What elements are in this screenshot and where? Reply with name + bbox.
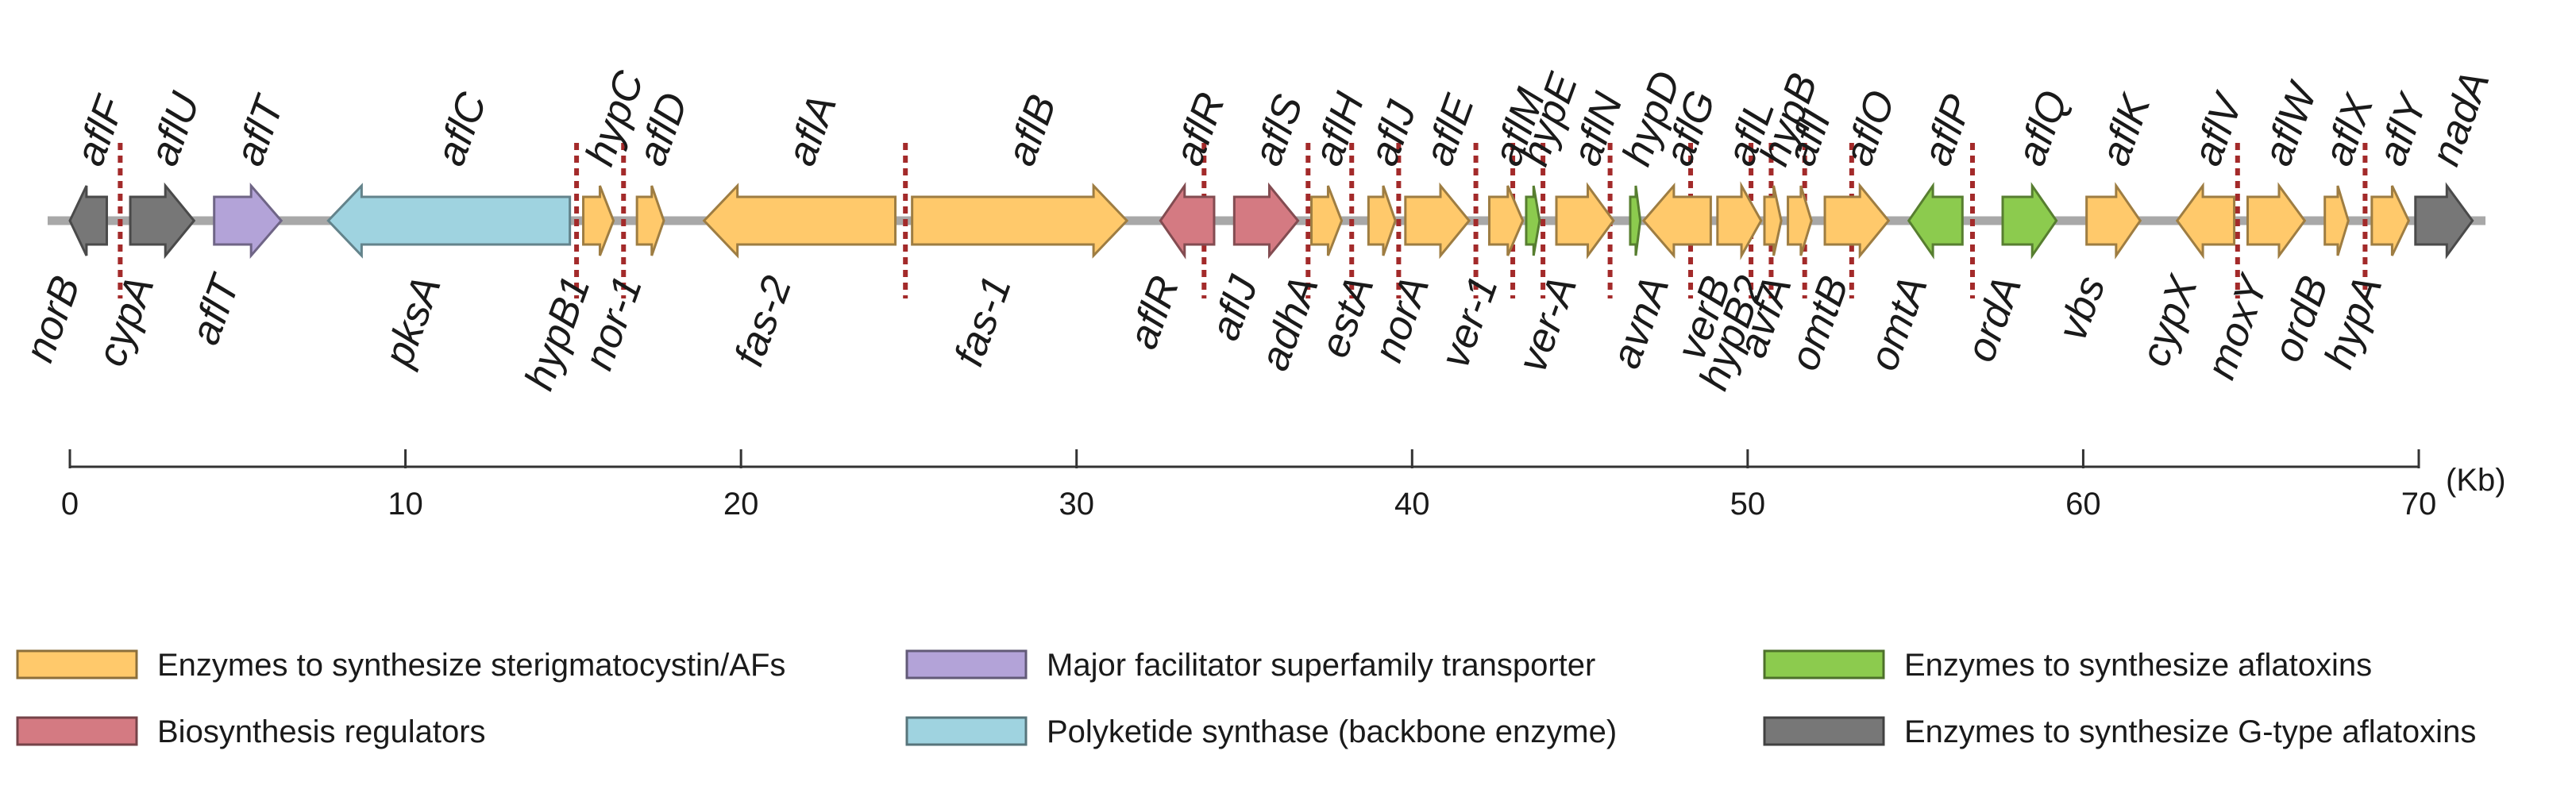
gene-arrow-22 [1907, 182, 1964, 260]
gene-label-top: aflB [998, 89, 1066, 171]
axis-tick-label: 60 [2065, 487, 2101, 522]
legend-swatch-purple [905, 649, 1028, 680]
gene-label-bottom: fas-2 [726, 270, 800, 372]
gene-label-top: aflK [2092, 87, 2160, 171]
gene-arrow-18 [1716, 181, 1763, 260]
axis-tick-label: 30 [1059, 487, 1094, 522]
axis-tick-label: 20 [723, 487, 759, 522]
gene-arrow-20 [1787, 185, 1813, 256]
axis-tick-label: 40 [1394, 487, 1430, 522]
gene-label-top: aflC [427, 87, 496, 171]
gene-arrow-23 [2001, 182, 2058, 260]
gene-arrow-2 [213, 182, 283, 260]
legend-label: Enzymes to synthesize sterigmatocystin/A… [157, 648, 785, 683]
gene-label-bottom: vbs [2050, 270, 2115, 346]
gene-label-top: aflS [1244, 89, 1312, 171]
axis-unit-label: (Kb) [2446, 463, 2506, 498]
gene-label-top: aflH [1305, 87, 1373, 171]
gene-label-bottom: pksA [375, 270, 450, 373]
gene-label-top: aflT [226, 89, 294, 171]
gene-arrow-9 [1232, 182, 1300, 260]
legend-label: Enzymes to synthesize G-type aflatoxins [1904, 714, 2476, 749]
gene-label-bottom: avnA [1602, 270, 1678, 374]
gene-arrow-19 [1763, 185, 1783, 256]
gene-label-bottom: cypA [88, 270, 163, 372]
gene-label-bottom: aflT [182, 268, 249, 350]
axis-tick-label: 50 [1730, 487, 1766, 522]
legend-swatch-orange [16, 649, 138, 680]
gene-arrow-8 [1159, 182, 1216, 260]
gene-label-bottom: fas-1 [946, 270, 1020, 372]
gene-label-top: aflU [141, 87, 209, 171]
gene-arrow-14 [1525, 185, 1541, 256]
gene-arrow-21 [1823, 182, 1891, 260]
gene-label-top: aflV [2184, 86, 2253, 171]
gene-arrow-16 [1629, 185, 1642, 256]
gene-arrow-6 [702, 183, 897, 259]
gene-arrow-1 [129, 182, 196, 260]
axis-tick-label: 10 [388, 487, 423, 522]
gene-label-top: aflO [1835, 85, 1904, 171]
gene-arrow-7 [911, 183, 1129, 259]
legend-swatch-red [16, 716, 138, 746]
gene-label-top: aflX [2315, 87, 2383, 171]
gene-label-bottom: cypX [2132, 268, 2208, 372]
gene-arrow-4 [582, 185, 615, 256]
gene-label-bottom: ver-1 [1432, 270, 1507, 373]
gene-arrow-3 [326, 183, 572, 259]
legend-swatch-green [1763, 649, 1885, 680]
gene-arrow-29 [2414, 182, 2474, 260]
gene-label-top: aflQ [2008, 85, 2077, 171]
gene-label-bottom: omtA [1861, 270, 1937, 376]
gene-arrow-25 [2175, 182, 2236, 260]
gene-arrow-24 [2085, 182, 2142, 260]
gene-arrow-17 [1641, 182, 1712, 260]
gene-label-top: aflR [1166, 87, 1234, 171]
gene-arrow-28 [2370, 185, 2410, 256]
gene-arrow-12 [1404, 182, 1471, 260]
legend-label: Biosynthesis regulators [157, 714, 486, 749]
gene-label-bottom: moxY [2198, 268, 2278, 385]
gene-arrow-0 [68, 185, 108, 256]
gene-label-bottom: ver-A [1510, 270, 1587, 378]
legend-swatch-blue [905, 716, 1028, 746]
gene-arrow-27 [2323, 185, 2350, 256]
gene-arrow-11 [1367, 185, 1397, 256]
gene-arrow-26 [2246, 182, 2307, 260]
gene-arrow-5 [635, 185, 665, 256]
kb-axis: (Kb) 0 10 20 30 40 50 60 70 [61, 449, 2506, 522]
gene-label-top: aflY [2369, 87, 2437, 171]
legend-label: Polyketide synthase (backbone enzyme) [1047, 714, 1617, 749]
gene-label-top: nadA [2422, 65, 2498, 171]
legend-swatch-gray [1763, 716, 1885, 746]
gene-label-bottom: aflR [1120, 270, 1188, 355]
genes-layer [68, 181, 2474, 260]
legend-label: Major facilitator superfamily transporte… [1047, 648, 1595, 683]
legend-label: Enzymes to synthesize aflatoxins [1904, 648, 2372, 683]
axis-tick-label: 0 [61, 487, 79, 522]
gene-label-bottom: ordA [1957, 270, 2030, 368]
axis-tick-label: 70 [2401, 487, 2437, 522]
gene-label-bottom: norB [16, 270, 89, 368]
gene-label-bottom: aflJ [1202, 269, 1268, 346]
gene-arrow-15 [1555, 182, 1615, 260]
gene-arrow-13 [1487, 185, 1525, 256]
gene-label-top: aflF [67, 89, 134, 171]
legend: Enzymes to synthesize sterigmatocystin/A… [16, 648, 2476, 749]
gene-label-top: aflA [778, 89, 846, 171]
gene-label-top: aflE [1416, 88, 1484, 171]
gene-arrow-10 [1310, 185, 1344, 256]
